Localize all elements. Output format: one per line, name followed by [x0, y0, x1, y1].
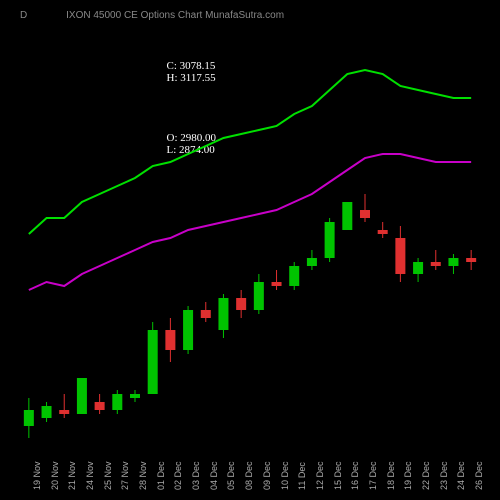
- x-axis-tick: 10 Dec: [280, 461, 290, 490]
- x-axis-tick: 16 Dec: [350, 461, 360, 490]
- x-axis-tick: 15 Dec: [333, 461, 343, 490]
- x-axis-tick: 28 Nov: [138, 461, 148, 490]
- x-axis-tick: 26 Dec: [474, 461, 484, 490]
- x-axis-tick: 24 Nov: [85, 461, 95, 490]
- x-axis-tick: 08 Dec: [244, 461, 254, 490]
- timeframe-label: D: [20, 10, 27, 21]
- x-axis-tick: 18 Dec: [386, 461, 396, 490]
- chart-container: D IXON 45000 CE Options Chart MunafaSutr…: [20, 10, 480, 450]
- x-axis-tick: 05 Dec: [226, 461, 236, 490]
- x-axis-tick: 17 Dec: [368, 461, 378, 490]
- x-axis-tick: 12 Dec: [315, 461, 325, 490]
- x-axis-tick: 09 Dec: [262, 461, 272, 490]
- x-axis-tick: 04 Dec: [209, 461, 219, 490]
- x-axis-tick: 11 Dec: [297, 462, 307, 490]
- symbol-label: IXON 45000 CE Options Chart MunafaSutra.…: [66, 10, 284, 21]
- price-plot: [20, 50, 480, 450]
- x-axis-tick: 20 Nov: [50, 461, 60, 490]
- x-axis-tick: 01 Dec: [156, 461, 166, 490]
- x-axis-tick: 27 Nov: [120, 461, 130, 490]
- x-axis-tick: 25 Nov: [103, 461, 113, 490]
- x-axis-tick: 02 Dec: [173, 461, 183, 490]
- x-axis-tick: 22 Dec: [421, 461, 431, 490]
- chart-title: D IXON 45000 CE Options Chart MunafaSutr…: [20, 10, 284, 21]
- x-axis-tick: 19 Dec: [403, 461, 413, 490]
- x-axis-labels: 19 Nov 20 Nov 21 Nov 24 Nov 25 Nov 27 Nov 28 N…: [20, 452, 480, 492]
- x-axis-tick: 21 Nov: [67, 461, 77, 490]
- x-axis-tick: 24 Dec: [456, 461, 466, 490]
- x-axis-tick: 03 Dec: [191, 461, 201, 490]
- x-axis-tick: 23 Dec: [439, 461, 449, 490]
- x-axis-tick: 19 Nov: [32, 461, 42, 490]
